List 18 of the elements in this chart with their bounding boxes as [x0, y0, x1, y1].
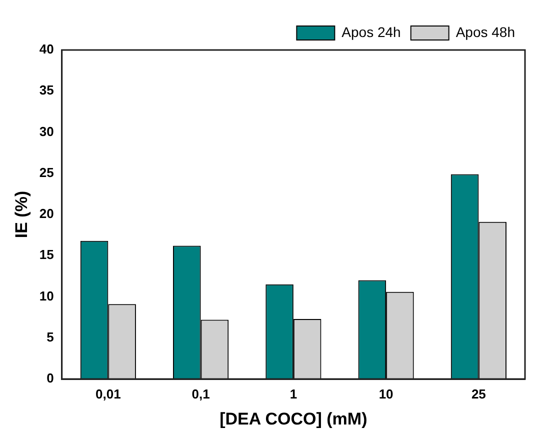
y-tick-label: 15	[39, 247, 54, 262]
x-axis-title: [DEA COCO] (mM)	[220, 409, 368, 428]
x-tick-label: 1	[290, 386, 298, 402]
legend-label: Apos 24h	[342, 24, 401, 40]
x-tick-label: 10	[378, 386, 394, 402]
y-tick-label: 30	[39, 124, 54, 139]
x-tick-label: 0,01	[96, 386, 121, 402]
x-tick-label: 0,1	[192, 386, 210, 402]
y-tick-label: 40	[39, 42, 54, 57]
legend-label: Apos 48h	[456, 24, 516, 40]
y-tick-label: 10	[39, 288, 54, 304]
y-axis-title: IE (%)	[12, 190, 31, 238]
y-tick-label: 0	[46, 370, 54, 386]
y-tick-label: 5	[46, 329, 54, 344]
x-tick-label: 25	[471, 386, 486, 402]
y-tick-label: 20	[39, 206, 54, 222]
y-tick-label: 25	[39, 164, 54, 180]
y-tick-label: 35	[39, 82, 54, 98]
